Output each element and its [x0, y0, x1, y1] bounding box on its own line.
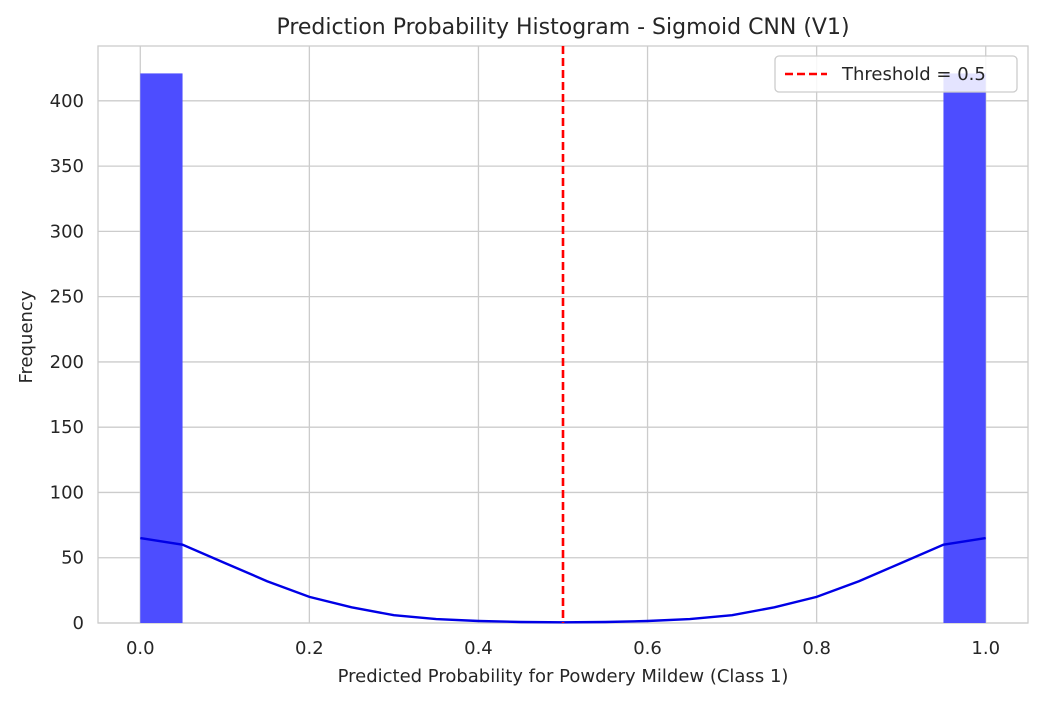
- legend: Threshold = 0.5: [774, 55, 1018, 93]
- legend-threshold-label: Threshold = 0.5: [841, 64, 986, 85]
- plot-area: [97, 45, 1029, 624]
- y-axis-label: Frequency: [16, 290, 37, 383]
- histogram-bars: [140, 73, 986, 624]
- histogram-bar: [140, 73, 183, 624]
- histogram-bar: [943, 73, 986, 624]
- y-tick-label: 100: [50, 482, 84, 503]
- x-axis-label: Predicted Probability for Powdery Mildew…: [338, 666, 789, 687]
- legend-box: [774, 55, 1018, 93]
- chart-title: Prediction Probability Histogram - Sigmo…: [276, 15, 849, 40]
- y-tick-label: 50: [61, 548, 84, 569]
- x-tick-label: 0.6: [633, 638, 662, 659]
- y-tick-label: 300: [50, 221, 84, 242]
- x-tick-label: 0.4: [464, 638, 493, 659]
- y-tick-label: 0: [73, 613, 84, 634]
- y-tick-label: 400: [50, 91, 84, 112]
- x-tick-label: 1.0: [971, 638, 1000, 659]
- x-axis-ticks: 0.0 0.2 0.4 0.6 0.8 1.0: [126, 638, 1000, 659]
- y-tick-label: 150: [50, 417, 84, 438]
- x-tick-label: 0.0: [126, 638, 155, 659]
- x-tick-label: 0.2: [295, 638, 324, 659]
- x-tick-label: 0.8: [802, 638, 831, 659]
- y-axis-ticks: 0 50 100 150 200 250 300 350 400: [50, 91, 84, 634]
- y-tick-label: 350: [50, 156, 84, 177]
- y-tick-label: 250: [50, 287, 84, 308]
- y-tick-label: 200: [50, 352, 84, 373]
